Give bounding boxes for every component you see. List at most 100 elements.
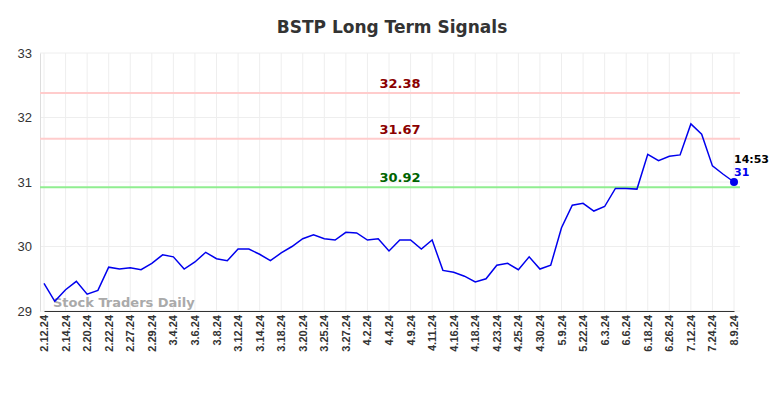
reference-label: 32.38 bbox=[379, 76, 420, 91]
tick: 4.4.24 bbox=[383, 311, 395, 346]
tick: 3.8.24 bbox=[211, 311, 223, 346]
tick: 6.6.24 bbox=[620, 311, 632, 346]
grid-line bbox=[518, 53, 519, 311]
tick: 5.9.24 bbox=[556, 311, 568, 346]
last-value-label: 31 bbox=[734, 166, 749, 179]
tick-label: 4.2.24 bbox=[361, 314, 373, 345]
reference-line bbox=[40, 186, 740, 188]
tick: 6.3.24 bbox=[599, 311, 611, 346]
tick-label: 3.20.24 bbox=[297, 314, 309, 352]
tick: 3.14.24 bbox=[254, 311, 266, 352]
reference-line bbox=[40, 92, 740, 94]
tick: 2.20.24 bbox=[81, 311, 93, 352]
tick-label: 2.20.24 bbox=[81, 314, 93, 352]
grid-line bbox=[539, 53, 540, 311]
tick-label: 29 bbox=[18, 304, 32, 319]
tick-label: 5.22.24 bbox=[577, 314, 589, 352]
tick: 2.22.24 bbox=[103, 311, 115, 352]
tick: 3.20.24 bbox=[297, 311, 309, 352]
grid-line bbox=[281, 53, 282, 311]
tick-label: 2.14.24 bbox=[60, 314, 72, 352]
tick-label: 3.8.24 bbox=[211, 314, 223, 345]
tick-label: 4.23.24 bbox=[491, 314, 503, 352]
grid-line bbox=[647, 53, 648, 311]
reference-line bbox=[40, 138, 740, 140]
watermark: Stock Traders Daily bbox=[53, 295, 195, 310]
tick: 31 bbox=[18, 175, 40, 190]
tick-label: 3.27.24 bbox=[340, 314, 352, 352]
tick: 3.27.24 bbox=[340, 311, 352, 352]
tick: 33 bbox=[18, 46, 40, 61]
grid-line bbox=[259, 53, 260, 311]
tick-label: 6.6.24 bbox=[620, 314, 632, 345]
tick: 7.24.24 bbox=[706, 311, 718, 352]
grid-line bbox=[626, 53, 627, 311]
tick-label: 2.27.24 bbox=[124, 314, 136, 352]
plot bbox=[40, 93, 740, 301]
grid-line bbox=[40, 117, 740, 118]
grid-line bbox=[690, 53, 691, 311]
tick-label: 2.29.24 bbox=[146, 314, 158, 352]
grid-line bbox=[65, 53, 66, 311]
grid-line bbox=[87, 53, 88, 311]
tick-label: 4.11.24 bbox=[426, 314, 438, 351]
tick: 30 bbox=[18, 239, 40, 254]
tick-label: 3.12.24 bbox=[232, 314, 244, 352]
chart: BSTP Long Term Signals29303132332.12.242… bbox=[0, 0, 784, 398]
tick-label: 30 bbox=[18, 239, 32, 254]
grid-line bbox=[44, 53, 45, 311]
grid-line bbox=[367, 53, 368, 311]
tick: 29 bbox=[18, 304, 40, 319]
tick: 5.22.24 bbox=[577, 311, 589, 352]
tick: 2.29.24 bbox=[146, 311, 158, 352]
tick-label: 4.16.24 bbox=[448, 314, 460, 352]
tick-label: 3.18.24 bbox=[275, 314, 287, 352]
tick-label: 3.6.24 bbox=[189, 314, 201, 345]
y-axis: 29 30 31 32 33 bbox=[18, 46, 41, 319]
grid-line bbox=[496, 53, 497, 311]
tick: 4.30.24 bbox=[534, 311, 546, 352]
tick: 2.12.24 bbox=[38, 311, 50, 352]
tick-label: 3.4.24 bbox=[167, 314, 179, 345]
tick: 32 bbox=[18, 110, 40, 125]
grid-line bbox=[216, 53, 217, 311]
annotation: 14:53 bbox=[734, 153, 769, 166]
tick-label: 4.25.24 bbox=[512, 314, 524, 352]
reference-label: 31.67 bbox=[379, 122, 420, 137]
x-axis: 2.12.24 2.14.24 2.20.24 2.22.24 2.27.24 2.29.… bbox=[38, 311, 740, 352]
grid-line bbox=[475, 53, 476, 311]
tick: 3.4.24 bbox=[167, 311, 179, 346]
tick: 2.27.24 bbox=[124, 311, 136, 352]
tick: 4.9.24 bbox=[405, 311, 417, 346]
tick-label: 4.18.24 bbox=[469, 314, 481, 352]
grid-line bbox=[108, 53, 109, 311]
grid-line bbox=[151, 53, 152, 311]
tick-label: 32 bbox=[18, 110, 32, 125]
tick-label: 2.12.24 bbox=[38, 314, 50, 352]
tick-label: 4.4.24 bbox=[383, 314, 395, 345]
grid-line bbox=[345, 53, 346, 311]
tick: 4.2.24 bbox=[361, 311, 373, 346]
tick: 4.16.24 bbox=[448, 311, 460, 352]
tick-label: 8.9.24 bbox=[728, 314, 740, 345]
tick: 3.18.24 bbox=[275, 311, 287, 352]
grid-line bbox=[40, 53, 740, 54]
grid-line bbox=[604, 53, 605, 311]
tick-label: 33 bbox=[18, 46, 32, 61]
grid-line bbox=[583, 53, 584, 311]
grid-line bbox=[194, 53, 195, 311]
grid-line bbox=[173, 53, 174, 311]
grid-line bbox=[432, 53, 433, 311]
tick: 4.18.24 bbox=[469, 311, 481, 352]
tick-label: 3.25.24 bbox=[318, 314, 330, 352]
grid-line bbox=[712, 53, 713, 311]
tick-label: 7.12.24 bbox=[685, 314, 697, 352]
grid bbox=[40, 53, 740, 311]
reference-label: 30.92 bbox=[379, 170, 420, 185]
tick-label: 31 bbox=[18, 175, 32, 190]
tick: 3.12.24 bbox=[232, 311, 244, 352]
tick: 4.11.24 bbox=[426, 311, 438, 351]
tick-label: 5.9.24 bbox=[556, 314, 568, 345]
grid-line bbox=[238, 53, 239, 311]
tick-label: 4.9.24 bbox=[405, 314, 417, 345]
